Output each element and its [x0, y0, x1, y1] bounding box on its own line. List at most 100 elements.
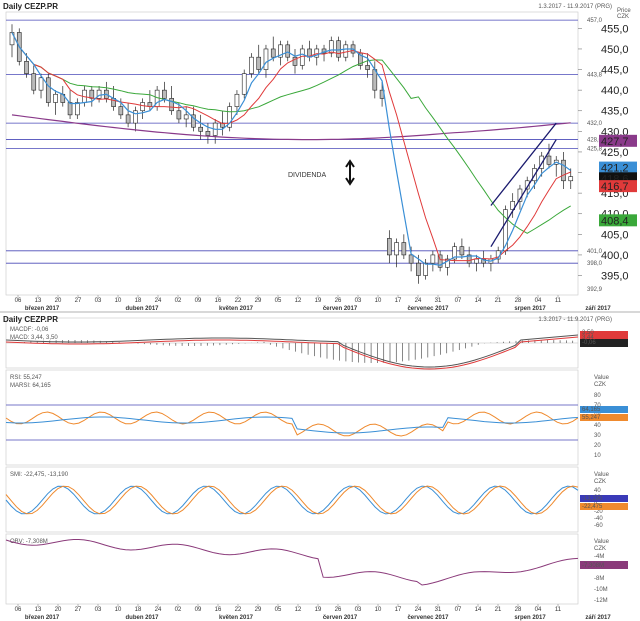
candle-body	[140, 102, 145, 112]
bottom-x-tick-label: 19	[315, 607, 322, 613]
main-x-tick-label: 10	[375, 298, 382, 304]
obv-line	[5, 539, 579, 586]
candle-body	[169, 98, 174, 112]
smi-y-tick: -40	[594, 516, 603, 522]
bottom-month-label: květen 2017	[219, 615, 254, 621]
main-x-tick-label: 18	[135, 298, 142, 304]
bottom-x-tick-label: 29	[255, 607, 262, 613]
main-x-tick-label: 26	[335, 298, 342, 304]
bottom-x-tick-label: 10	[115, 607, 122, 613]
marsi-legend: MARSI: 64,165	[10, 383, 51, 389]
bottom-x-tick-label: 16	[215, 607, 222, 613]
main-x-tick-label: 03	[95, 298, 102, 304]
y-tick-label: 445,0	[601, 65, 629, 77]
bottom-x-tick-label: 24	[155, 607, 162, 613]
candle-body	[285, 44, 291, 58]
candle-body	[89, 89, 95, 99]
y-tick-label: 395,0	[601, 271, 629, 283]
obv-y-tick: -10M	[594, 587, 608, 593]
rsi-axis-currency: CZK	[594, 382, 606, 388]
smi-last-label: -22,475	[582, 504, 603, 510]
obv-y-tick: -4M	[594, 554, 604, 560]
main-x-tick-label: 03	[355, 298, 362, 304]
bottom-x-tick-label: 04	[535, 607, 542, 613]
hline-label: 432,0	[587, 121, 603, 127]
candle-body	[278, 44, 283, 58]
main-x-tick-label: 20	[55, 298, 62, 304]
candle-body	[249, 56, 254, 74]
main-x-tick-label: 24	[155, 298, 162, 304]
candle-body	[430, 254, 436, 264]
candle-body	[191, 114, 196, 128]
candle-body	[314, 48, 320, 58]
candle-body	[96, 89, 102, 99]
candle-body	[9, 32, 15, 46]
last-value-tag-purple	[599, 134, 637, 147]
main-x-tick-label: 21	[495, 298, 502, 304]
candle-body	[270, 48, 276, 58]
last-value-label-blue: 421,2	[601, 163, 629, 175]
candle-body	[423, 262, 428, 276]
rsi-tag-rsi	[580, 414, 628, 421]
macd-last-label: -0,06	[582, 340, 596, 346]
trend-line-lower	[490, 139, 557, 248]
candle-body	[241, 73, 247, 95]
candle-body	[234, 93, 240, 107]
obv-tag	[580, 561, 628, 569]
candle-body	[343, 44, 349, 58]
main-x-tick-label: 09	[195, 298, 202, 304]
smi-axis-caption: Value	[594, 472, 610, 478]
main-month-label: březen 2017	[25, 306, 60, 312]
rsi-axis-caption: Value	[594, 375, 610, 381]
main-x-tick-label: 22	[235, 298, 242, 304]
rsi-y-tick: 80	[594, 393, 601, 399]
candle-body	[546, 155, 552, 165]
candle-body	[481, 258, 486, 264]
bottom-month-label: srpen 2017	[514, 615, 546, 621]
candle-body	[24, 61, 29, 74]
last-value-tag-green	[599, 214, 637, 227]
candle-body	[227, 106, 232, 128]
y-tick-label: 455,0	[601, 23, 629, 35]
rsi-legend: RSI: 55,247	[10, 375, 42, 381]
candle-body	[568, 176, 574, 182]
smi-axis-currency: CZK	[594, 479, 606, 485]
candle-body	[416, 262, 421, 276]
candle-body	[162, 89, 167, 99]
rsi-last-label: 55,247	[582, 415, 601, 421]
bottom-x-tick-label: 13	[35, 607, 42, 613]
bottom-x-tick-label: 28	[515, 607, 522, 613]
candle-body	[459, 246, 465, 256]
obv-last-label: -7,308M	[582, 563, 604, 569]
macd-tag-0	[580, 331, 628, 339]
macd-signal-line	[5, 336, 579, 370]
candle-body	[387, 238, 392, 256]
rsi-y-tick: 40	[594, 423, 601, 429]
hline-label: 457,0	[587, 18, 603, 24]
smi-signal-line	[5, 485, 579, 515]
rsi-line	[5, 411, 579, 437]
main-x-tick-label: 04	[535, 298, 542, 304]
rsi-y-tick: 10	[594, 453, 601, 459]
candle-body	[67, 102, 73, 116]
main-x-tick-label: 10	[115, 298, 122, 304]
bottom-month-label: červenec 2017	[407, 615, 449, 621]
panel-frame-0	[5, 11, 579, 296]
obv-y-tick: -8M	[594, 576, 604, 582]
candle-body	[336, 40, 341, 58]
hline-label: 443,8	[587, 72, 603, 78]
bottom-x-tick-label: 02	[175, 607, 182, 613]
candle-body	[133, 110, 138, 124]
bottom-x-tick-label: 26	[335, 607, 342, 613]
chart-title: Daily CEZP.PR	[3, 2, 58, 11]
currency-label: CZK	[617, 14, 629, 20]
bottom-x-tick-label: 24	[415, 607, 422, 613]
bottom-x-tick-label: 20	[55, 607, 62, 613]
hline-label: 428,0	[587, 138, 603, 144]
obv-y-tick: -12M	[594, 598, 608, 604]
smi-y-tick: 40	[594, 488, 601, 494]
candle-body	[256, 56, 262, 70]
candle-body	[365, 65, 370, 70]
candle-body	[75, 102, 80, 116]
